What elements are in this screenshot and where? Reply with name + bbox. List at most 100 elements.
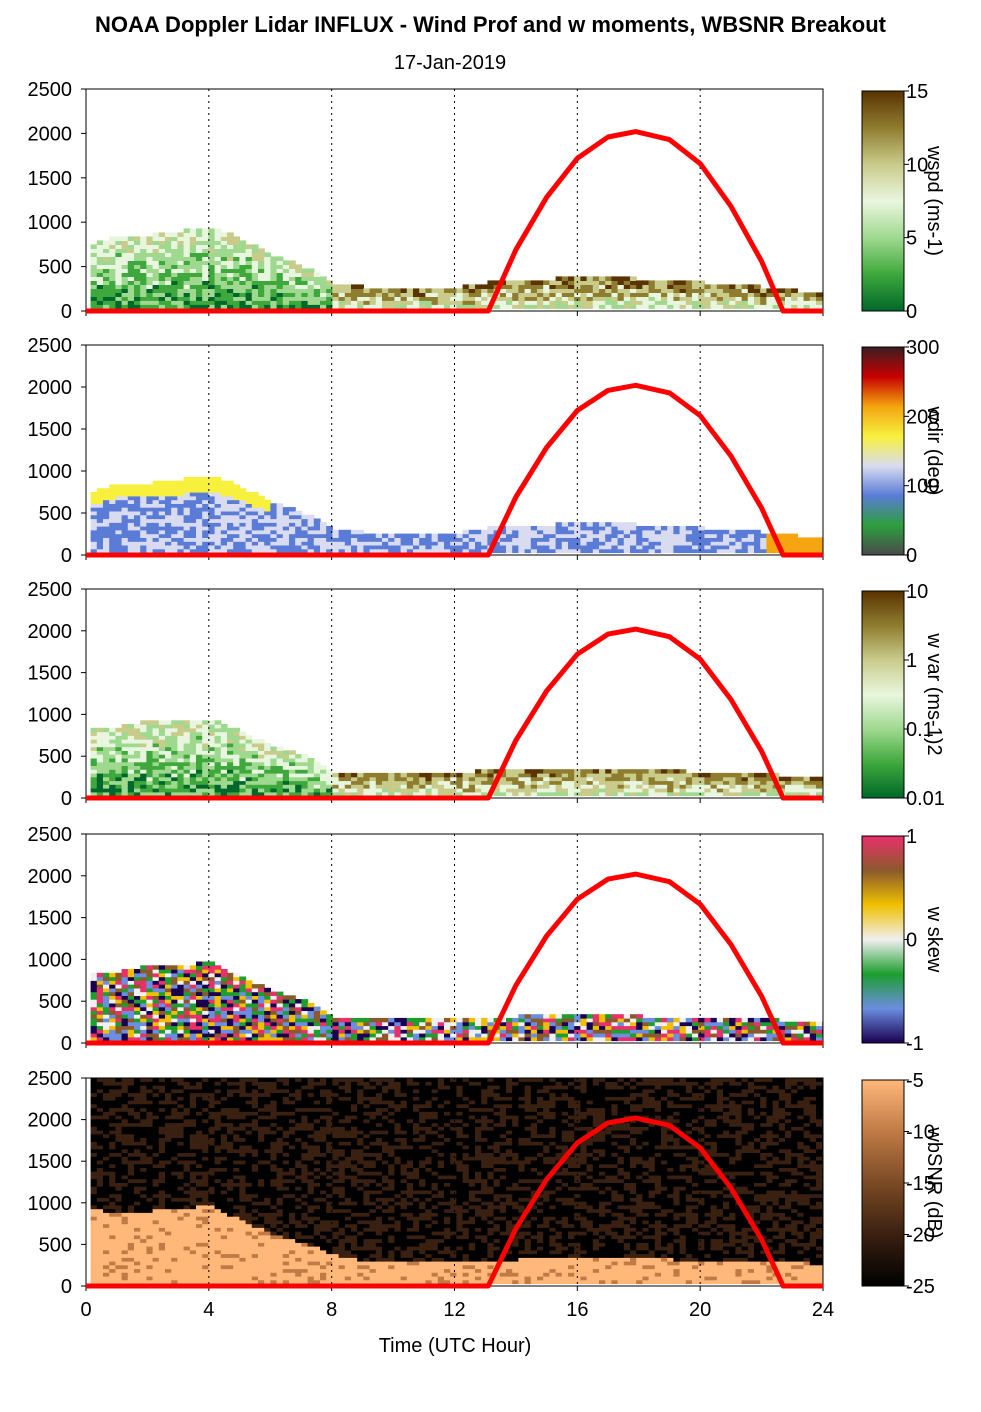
heatmap-cell: [809, 300, 817, 305]
heatmap-cell: [183, 240, 191, 245]
heatmap-cell: [214, 1002, 222, 1008]
heatmap-cell: [289, 514, 296, 520]
heatmap-cell: [673, 280, 681, 285]
heatmap-cell: [134, 739, 141, 744]
heatmap-cell: [220, 292, 228, 297]
heatmap-cell: [258, 292, 265, 297]
heatmap-cell: [388, 1017, 395, 1023]
heatmap-cell: [158, 529, 166, 535]
heatmap-cell: [103, 492, 110, 497]
heatmap-cell: [524, 769, 532, 774]
heatmap-cell: [568, 300, 575, 305]
colorbar-tick-label: 5: [906, 228, 917, 250]
heatmap-cell: [227, 268, 234, 273]
heatmap-cell: [754, 304, 761, 309]
heatmap-cell: [127, 272, 135, 277]
heatmap-cell: [115, 1029, 123, 1034]
heatmap-cell: [115, 1092, 123, 1097]
heatmap-cell: [115, 1025, 123, 1030]
heatmap-cell: [165, 236, 172, 241]
heatmap-cell: [568, 522, 575, 527]
heatmap-cell: [295, 1010, 302, 1015]
heatmap-cell: [530, 292, 538, 297]
heatmap-cell: [648, 1017, 656, 1023]
heatmap-cell: [90, 1021, 98, 1027]
heatmap-cell: [679, 1025, 687, 1030]
heatmap-cell: [109, 1088, 116, 1094]
heatmap-cell: [592, 276, 600, 281]
heatmap-cell: [692, 296, 699, 301]
heatmap-cell: [809, 292, 817, 297]
heatmap-cell: [183, 724, 191, 729]
heatmap-cell: [239, 514, 247, 520]
heatmap-cell: [202, 300, 209, 305]
heatmap-cell: [586, 537, 594, 542]
heatmap-cell: [96, 488, 104, 493]
heatmap-cell: [121, 541, 129, 546]
heatmap-cell: [295, 268, 302, 273]
heatmap-cell: [146, 976, 154, 981]
heatmap-cell: [295, 264, 302, 269]
heatmap-cell: [183, 731, 191, 736]
heatmap-cell: [592, 1029, 600, 1034]
colorbar-label: w skew: [923, 906, 945, 973]
heatmap-cell: [196, 788, 203, 793]
heatmap-cell: [220, 776, 228, 782]
heatmap-cell: [183, 296, 191, 301]
heatmap-cell: [171, 284, 178, 289]
heatmap-cell: [623, 280, 631, 285]
heatmap-cell: [208, 280, 216, 285]
heatmap-cell: [196, 300, 203, 305]
heatmap-cell: [214, 761, 222, 766]
heatmap-cell: [233, 507, 240, 512]
heatmap-cell: [623, 544, 631, 550]
heatmap-cell: [326, 537, 333, 542]
heatmap-cell: [202, 784, 209, 789]
heatmap-cell: [158, 969, 166, 974]
heatmap-cell: [301, 788, 309, 793]
heatmap-cell: [450, 1033, 457, 1038]
heatmap-cell: [177, 769, 185, 774]
heatmap-cell: [96, 1141, 104, 1146]
heatmap-cell: [276, 761, 284, 766]
heatmap-cell: [816, 1025, 823, 1030]
heatmap-cell: [90, 1010, 98, 1015]
heatmap-cell: [599, 788, 606, 793]
heatmap-cell: [214, 784, 222, 789]
heatmap-cell: [245, 991, 253, 996]
heatmap-cell: [220, 1025, 228, 1030]
heatmap-cell: [109, 1078, 116, 1082]
heatmap-cell: [177, 518, 185, 523]
heatmap-cell: [654, 544, 662, 550]
heatmap-cell: [115, 264, 123, 269]
heatmap-cell: [96, 529, 104, 535]
heatmap-cell: [115, 987, 123, 993]
heatmap-cell: [146, 780, 154, 785]
heatmap-cell: [239, 1006, 247, 1011]
heatmap-cell: [561, 292, 569, 297]
heatmap-cell: [580, 284, 588, 289]
heatmap-cell: [667, 526, 674, 531]
heatmap-cell: [313, 769, 321, 774]
heatmap-cell: [363, 533, 371, 538]
heatmap-cell: [196, 492, 203, 497]
heatmap-cell: [109, 972, 116, 978]
heatmap-cell: [245, 1002, 253, 1008]
heatmap-cell: [103, 248, 110, 253]
heatmap-cell: [177, 1017, 185, 1023]
heatmap-cell: [202, 772, 209, 778]
heatmap-cell: [239, 276, 247, 281]
heatmap-cell: [220, 499, 228, 504]
heatmap-cell: [121, 1006, 129, 1011]
heatmap-cell: [103, 1006, 110, 1011]
heatmap-cell: [220, 742, 228, 748]
colorbar-tick-label: 200: [906, 406, 939, 428]
heatmap-cell: [475, 544, 482, 550]
heatmap-cell: [723, 548, 730, 554]
heatmap-cell: [214, 276, 222, 281]
heatmap-cell: [561, 1033, 569, 1038]
heatmap-cell: [785, 780, 792, 785]
heatmap-cell: [96, 1029, 104, 1034]
heatmap-cell: [171, 731, 178, 736]
heatmap-cell: [251, 1029, 259, 1034]
